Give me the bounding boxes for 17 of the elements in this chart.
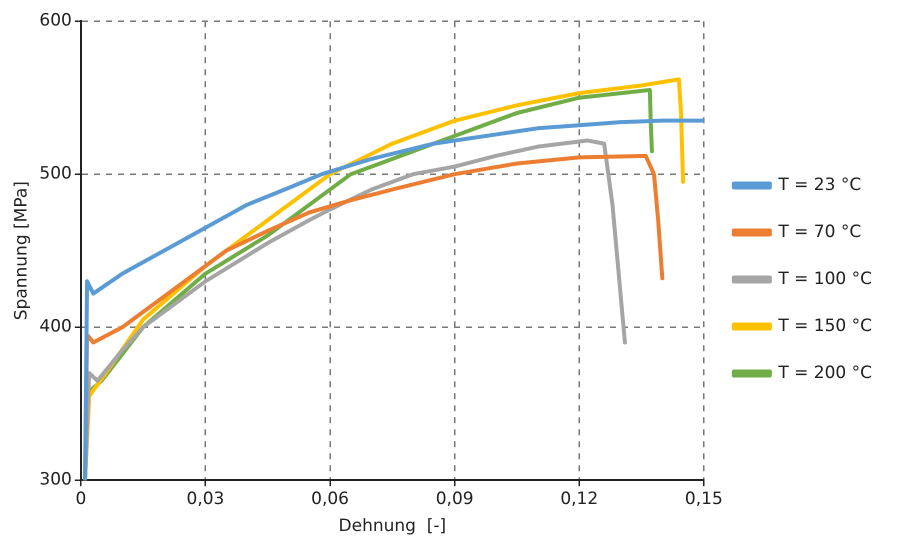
x-tick-label: 0,09 xyxy=(436,488,474,509)
y-tick-label: 300 xyxy=(39,470,72,490)
y-tick-label: 600 xyxy=(39,10,72,31)
y-tick-label: 500 xyxy=(39,164,72,184)
x-axis-title: Dehnung [-] xyxy=(338,516,446,536)
x-tick-label: 0,12 xyxy=(560,488,598,509)
x-tick-label: 0,06 xyxy=(311,488,349,509)
legend-label: T = 150 °C xyxy=(777,316,872,336)
x-tick-label: 0,15 xyxy=(684,488,723,509)
y-tick-label: 400 xyxy=(39,316,72,337)
y-axis-title: Spannung [MPa] xyxy=(12,181,32,320)
x-tick-label: 0,03 xyxy=(186,488,224,509)
x-tick-label: 0 xyxy=(75,488,86,509)
legend-label: T = 100 °C xyxy=(777,268,872,289)
legend-label: T = 70 °C xyxy=(777,222,862,242)
legend-label: T = 23 °C xyxy=(777,174,862,195)
legend-label: T = 200 °C xyxy=(777,362,872,383)
